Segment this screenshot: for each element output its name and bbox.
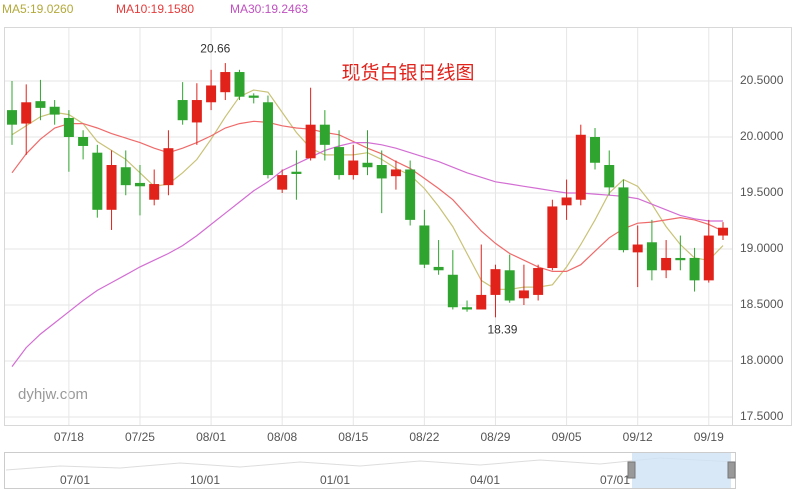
candle-body [504,270,515,301]
x-tick-label: 09/12 [623,430,653,444]
navigator-label: 04/01 [470,473,500,487]
candle-body [689,257,700,281]
x-tick-label: 08/29 [480,430,510,444]
navigator-label: 01/01 [320,473,350,487]
navigator [4,452,736,489]
candle-body [703,235,714,281]
candle-body [163,148,174,186]
candle-body [405,169,416,220]
candle-body [490,269,501,295]
min-label: 18.39 [487,322,517,336]
y-tick-label: 17.5000 [740,409,784,423]
chart-title: 现货白银日线图 [341,62,474,84]
y-tick-label: 18.5000 [740,297,784,311]
navigator-line [5,457,736,471]
candle-body [220,72,231,93]
navigator-handle[interactable] [727,461,736,479]
candle-body [348,160,359,176]
candle-body [334,147,345,176]
candle-body [206,85,217,103]
navigator-label: 07/01 [60,473,90,487]
x-tick-label: 08/15 [338,430,368,444]
candle-body [376,165,387,179]
candle-body [561,197,572,206]
candle-body [149,184,160,200]
candle-body [49,106,60,115]
candle-body [646,242,657,271]
plot-frame [4,27,792,426]
y-tick-label: 19.5000 [740,185,784,199]
x-tick-label: 08/08 [267,430,297,444]
y-tick-label: 18.0000 [740,353,784,367]
candle-body [305,124,316,159]
x-tick-label: 07/18 [54,430,84,444]
max-label: 20.66 [200,41,230,55]
candle-body [604,165,615,188]
candle-body [575,134,586,200]
candle-body [78,137,89,146]
candle-body [419,225,430,265]
candle-body [675,257,686,261]
candle-body [120,167,131,186]
candle-body [362,162,373,168]
y-tick-label: 20.0000 [740,129,784,143]
candle-body [462,307,473,310]
candle-body [191,100,202,123]
ma-line [11,89,724,290]
candle-body [35,101,46,108]
candle-body [618,187,629,251]
candle-body [248,95,259,98]
x-tick-label: 08/22 [409,430,439,444]
candle-body [92,152,103,210]
ma-line [11,142,723,367]
candle-body [390,169,401,177]
candle-body [518,290,529,299]
legend-entry: MA10:19.1580 [116,2,194,16]
watermark: dyhjw.com [18,386,88,403]
candle-body [447,274,458,308]
x-tick-label: 09/19 [694,430,724,444]
candle-body [433,266,444,271]
candle-body [234,72,245,97]
candle-body [177,100,188,121]
navigator-handle[interactable] [627,461,636,479]
candle-body [533,268,544,295]
navigator-label: 07/01 [600,473,630,487]
candle-body [134,182,145,187]
candle-body [718,227,728,236]
candle-body [262,102,273,176]
candle-body [590,137,601,163]
legend-entry: MA5:19.0260 [2,2,74,16]
candle-body [476,294,487,310]
candle-body [106,165,117,210]
candle-body [63,117,74,137]
navigator-window[interactable] [632,453,731,488]
navigator-label: 10/01 [190,473,220,487]
y-tick-label: 19.0000 [740,241,784,255]
y-tick-label: 20.5000 [740,73,784,87]
candle-body [319,124,330,145]
candle-body [7,110,17,125]
x-tick-label: 08/01 [196,430,226,444]
candle-body [277,175,288,190]
candle-body [547,206,558,269]
x-tick-label: 09/05 [552,430,582,444]
x-tick-label: 07/25 [125,430,155,444]
candle-body [661,257,672,271]
candle-body [291,171,302,174]
candle-body [632,244,643,253]
legend-entry: MA30:19.2463 [230,2,308,16]
candle-body [21,102,32,124]
